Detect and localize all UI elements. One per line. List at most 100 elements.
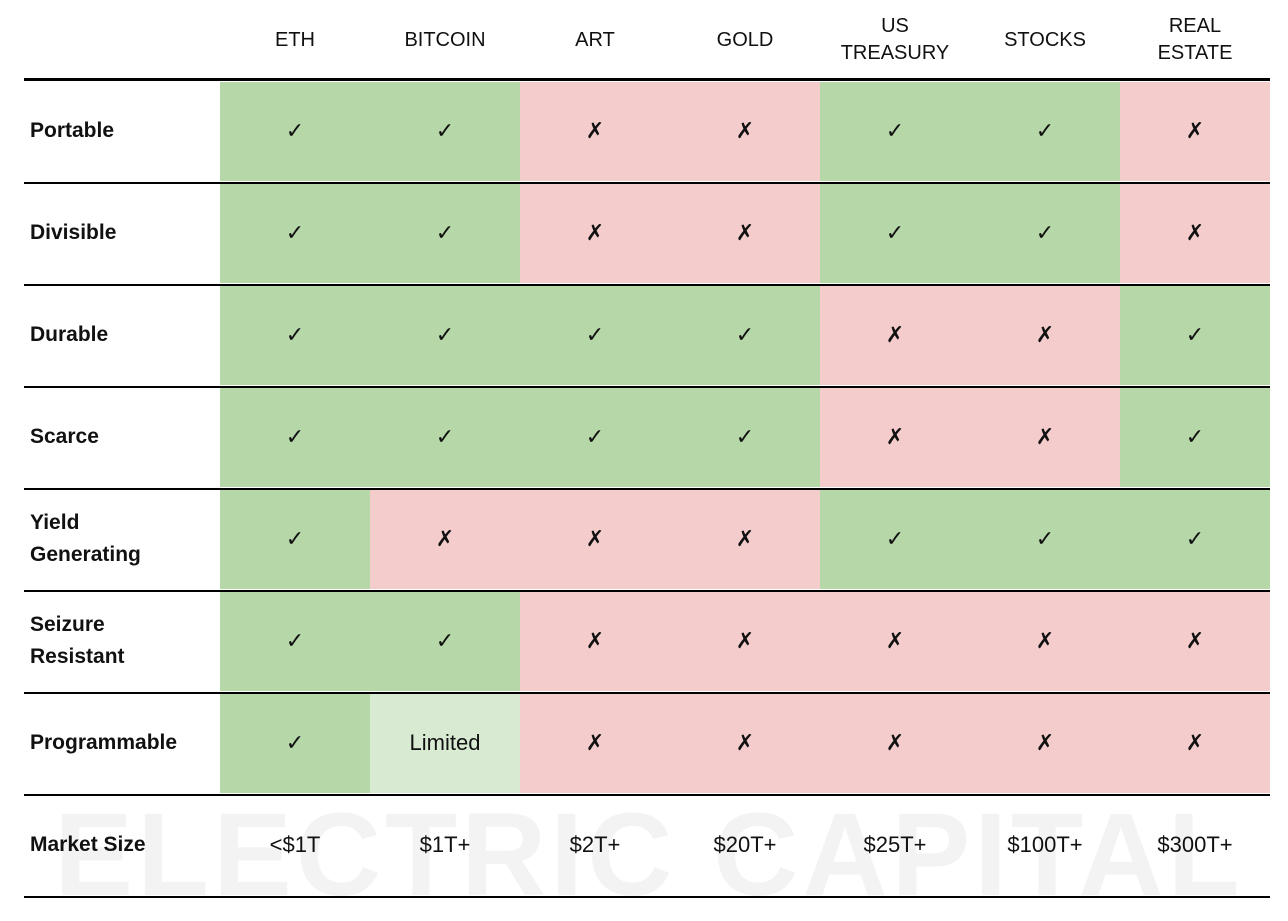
cell-value: ✓ xyxy=(1185,322,1205,347)
cell-fill xyxy=(520,82,670,181)
cell-value: ✓ xyxy=(285,424,305,449)
row-label: Scarce xyxy=(30,425,99,448)
cell-fill xyxy=(970,592,1120,691)
cell-fill xyxy=(1120,490,1270,589)
cell-fill xyxy=(370,490,520,589)
cell-fill xyxy=(220,82,370,181)
cell-value: ✓ xyxy=(1035,526,1055,551)
cell-value: ✗ xyxy=(585,220,605,245)
row-label: Divisible xyxy=(30,221,117,244)
cell-value: ✓ xyxy=(285,220,305,245)
cell-value: ✗ xyxy=(735,628,755,653)
row-rule xyxy=(24,896,1270,898)
cell-fill xyxy=(1120,388,1270,487)
row-rule xyxy=(24,794,1270,796)
cell-value: ✗ xyxy=(1185,220,1205,245)
cell-fill xyxy=(220,694,370,793)
cell-value: ✓ xyxy=(285,730,305,755)
cell-fill xyxy=(670,184,820,283)
cell-value: ✗ xyxy=(1035,730,1055,755)
cell-value: ✗ xyxy=(885,424,905,449)
row-label: Durable xyxy=(30,323,109,346)
cell-fill xyxy=(370,286,520,385)
cell-fill xyxy=(1120,694,1270,793)
cell-value: ✗ xyxy=(1035,322,1055,347)
cell-value: ✓ xyxy=(285,628,305,653)
cell-value: ✓ xyxy=(735,322,755,347)
row-label: Market Size xyxy=(30,833,146,856)
cell-fill xyxy=(1120,592,1270,691)
cell-fill xyxy=(1120,184,1270,283)
row-rule xyxy=(24,488,1270,490)
cell-fill xyxy=(670,592,820,691)
column-header: US TREASURY xyxy=(840,15,950,64)
column-header: STOCKS xyxy=(1004,28,1086,51)
row-rule xyxy=(24,590,1270,592)
cell-value: ✓ xyxy=(1035,118,1055,143)
cell-value: <$1T xyxy=(269,832,321,857)
cell-fill xyxy=(520,286,670,385)
cell-value: ✓ xyxy=(435,424,455,449)
cell-fill xyxy=(820,388,970,487)
cell-value: ✗ xyxy=(735,118,755,143)
cell-value: ✓ xyxy=(1185,424,1205,449)
cell-fill xyxy=(670,694,820,793)
cell-fill xyxy=(970,388,1120,487)
cell-fill xyxy=(520,184,670,283)
cell-fill xyxy=(1120,286,1270,385)
column-header: ETH xyxy=(275,28,315,51)
column-header: ART xyxy=(575,28,615,51)
column-header: GOLD xyxy=(716,28,774,51)
cell-fill xyxy=(520,490,670,589)
cell-value: ✗ xyxy=(885,628,905,653)
row-rule xyxy=(24,692,1270,694)
cell-value: ✗ xyxy=(735,730,755,755)
row-label: Seizure Resistant xyxy=(30,613,125,668)
cell-fill xyxy=(220,388,370,487)
cell-value: ✗ xyxy=(435,526,455,551)
cell-value: ✗ xyxy=(585,628,605,653)
column-header: BITCOIN xyxy=(404,28,486,51)
cell-value: Limited xyxy=(409,730,481,755)
cell-fill xyxy=(220,286,370,385)
cell-value: ✗ xyxy=(735,220,755,245)
cell-value: ✓ xyxy=(435,220,455,245)
cell-value: ✓ xyxy=(435,118,455,143)
row-label: Portable xyxy=(30,119,115,142)
row-rule xyxy=(24,284,1270,286)
row-rule xyxy=(24,386,1270,388)
cell-value: ✗ xyxy=(735,526,755,551)
cell-fill xyxy=(220,184,370,283)
cell-value: ✓ xyxy=(285,118,305,143)
cell-value: $1T+ xyxy=(419,832,471,857)
cell-fill xyxy=(970,490,1120,589)
cell-value: ✓ xyxy=(885,118,905,143)
cell-fill xyxy=(370,184,520,283)
column-header: REAL ESTATE xyxy=(1157,15,1233,64)
cell-fill xyxy=(370,388,520,487)
cell-fill xyxy=(820,82,970,181)
cell-fill xyxy=(520,592,670,691)
cell-fill xyxy=(520,694,670,793)
cell-value: ✓ xyxy=(435,628,455,653)
cell-fill xyxy=(820,490,970,589)
cell-value: ✗ xyxy=(1185,628,1205,653)
cell-fill xyxy=(370,592,520,691)
header-rule xyxy=(24,78,1270,81)
cell-value: ✗ xyxy=(585,118,605,143)
cell-value: $300T+ xyxy=(1157,832,1233,857)
cell-fill xyxy=(670,388,820,487)
cell-value: ✗ xyxy=(585,730,605,755)
cell-value: ✓ xyxy=(885,220,905,245)
cell-value: ✓ xyxy=(1185,526,1205,551)
cell-value: $2T+ xyxy=(569,832,621,857)
cell-value: $100T+ xyxy=(1007,832,1083,857)
cell-fill xyxy=(370,82,520,181)
cell-fill xyxy=(670,490,820,589)
cell-fill xyxy=(670,286,820,385)
cell-value: ✗ xyxy=(1185,730,1205,755)
cell-fill xyxy=(1120,82,1270,181)
